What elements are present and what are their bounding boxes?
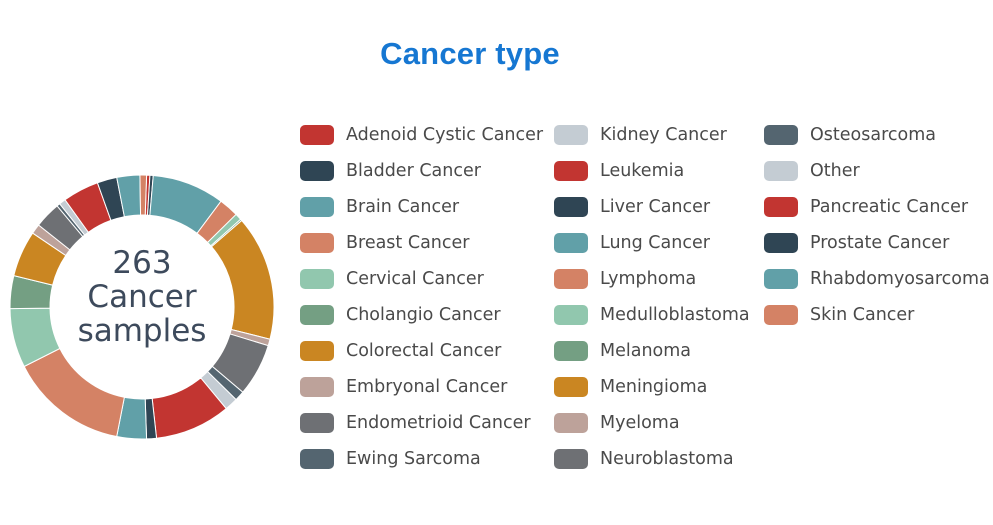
legend-label: Prostate Cancer <box>810 233 950 253</box>
legend-label: Kidney Cancer <box>600 125 727 145</box>
legend-label: Endometrioid Cancer <box>346 413 531 433</box>
slice-colorectal-cancer[interactable] <box>210 219 275 340</box>
legend-label: Cervical Cancer <box>346 269 484 289</box>
legend-item-colorectal-cancer[interactable]: Colorectal Cancer <box>300 336 501 366</box>
legend-label: Skin Cancer <box>810 305 915 325</box>
donut-chart: 263 Cancer samples <box>9 174 275 440</box>
legend-swatch <box>554 413 588 433</box>
legend-swatch <box>764 305 798 325</box>
legend-swatch <box>554 305 588 325</box>
legend-label: Lung Cancer <box>600 233 710 253</box>
legend-swatch <box>554 125 588 145</box>
legend-label: Embryonal Cancer <box>346 377 508 397</box>
legend-item-pancreatic-cancer[interactable]: Pancreatic Cancer <box>764 192 968 222</box>
legend-label: Pancreatic Cancer <box>810 197 969 217</box>
legend-swatch <box>764 161 798 181</box>
legend-swatch <box>300 161 334 181</box>
legend-item-melanoma[interactable]: Melanoma <box>554 336 691 366</box>
legend-label: Breast Cancer <box>346 233 470 253</box>
legend-label: Brain Cancer <box>346 197 460 217</box>
legend-item-leukemia[interactable]: Leukemia <box>554 156 684 186</box>
legend-item-medulloblastoma[interactable]: Medulloblastoma <box>554 300 750 330</box>
legend-item-ewing-sarcoma[interactable]: Ewing Sarcoma <box>300 444 481 474</box>
donut-slices <box>9 174 275 440</box>
legend-item-endometrioid-cancer[interactable]: Endometrioid Cancer <box>300 408 531 438</box>
legend-swatch <box>300 233 334 253</box>
chart-title: Cancer type <box>380 36 560 71</box>
legend-swatch <box>300 197 334 217</box>
legend-swatch <box>554 161 588 181</box>
center-count: 263 <box>112 245 171 281</box>
legend-label: Bladder Cancer <box>346 161 481 181</box>
legend-item-kidney-cancer[interactable]: Kidney Cancer <box>554 120 727 150</box>
legend-label: Liver Cancer <box>600 197 711 217</box>
legend-swatch <box>554 233 588 253</box>
legend-item-osteosarcoma[interactable]: Osteosarcoma <box>764 120 936 150</box>
legend-item-rhabdomyosarcoma[interactable]: Rhabdomyosarcoma <box>764 264 990 294</box>
legend-item-myeloma[interactable]: Myeloma <box>554 408 680 438</box>
legend-label: Other <box>810 161 860 181</box>
legend-label: Meningioma <box>600 377 708 397</box>
legend-item-meningioma[interactable]: Meningioma <box>554 372 707 402</box>
legend-label: Rhabdomyosarcoma <box>810 269 990 289</box>
legend-item-cervical-cancer[interactable]: Cervical Cancer <box>300 264 484 294</box>
legend-swatch <box>300 341 334 361</box>
legend-label: Colorectal Cancer <box>346 341 502 361</box>
legend-swatch <box>554 449 588 469</box>
legend-swatch <box>554 197 588 217</box>
legend-item-skin-cancer[interactable]: Skin Cancer <box>764 300 914 330</box>
legend-item-lung-cancer[interactable]: Lung Cancer <box>554 228 710 258</box>
legend: Adenoid Cystic Cancer Bladder Cancer Brain… <box>300 120 990 480</box>
legend-label: Lymphoma <box>600 269 697 289</box>
legend-label: Cholangio Cancer <box>346 305 501 325</box>
legend-label: Myeloma <box>600 413 680 433</box>
legend-swatch <box>300 413 334 433</box>
slice-lymphoma[interactable] <box>23 347 125 438</box>
legend-item-prostate-cancer[interactable]: Prostate Cancer <box>764 228 949 258</box>
legend-item-liver-cancer[interactable]: Liver Cancer <box>554 192 710 222</box>
slice-skin-cancer[interactable] <box>139 174 148 216</box>
legend-label: Adenoid Cystic Cancer <box>346 125 544 145</box>
legend-swatch <box>300 305 334 325</box>
legend-item-breast-cancer[interactable]: Breast Cancer <box>300 228 469 258</box>
legend-item-brain-cancer[interactable]: Brain Cancer <box>300 192 459 222</box>
legend-swatch <box>554 341 588 361</box>
legend-swatch <box>300 125 334 145</box>
legend-swatch <box>554 269 588 289</box>
legend-swatch <box>764 125 798 145</box>
legend-swatch <box>764 269 798 289</box>
legend-item-cholangio-cancer[interactable]: Cholangio Cancer <box>300 300 501 330</box>
legend-swatch <box>764 233 798 253</box>
legend-item-embryonal-cancer[interactable]: Embryonal Cancer <box>300 372 507 402</box>
legend-label: Osteosarcoma <box>810 125 936 145</box>
center-label-line3: samples <box>78 313 207 349</box>
legend-item-neuroblastoma[interactable]: Neuroblastoma <box>554 444 734 474</box>
legend-label: Medulloblastoma <box>600 305 750 325</box>
legend-swatch <box>764 197 798 217</box>
legend-label: Leukemia <box>600 161 685 181</box>
center-label-line2: Cancer <box>87 279 196 315</box>
legend-swatch <box>300 449 334 469</box>
legend-item-lymphoma[interactable]: Lymphoma <box>554 264 696 294</box>
legend-swatch <box>300 269 334 289</box>
legend-label: Melanoma <box>600 341 692 361</box>
legend-swatch <box>554 377 588 397</box>
legend-label: Ewing Sarcoma <box>346 449 481 469</box>
legend-swatch <box>300 377 334 397</box>
legend-item-other[interactable]: Other <box>764 156 860 186</box>
legend-label: Neuroblastoma <box>600 449 734 469</box>
legend-item-adenoid-cystic-cancer[interactable]: Adenoid Cystic Cancer <box>300 120 543 150</box>
legend-item-bladder-cancer[interactable]: Bladder Cancer <box>300 156 481 186</box>
